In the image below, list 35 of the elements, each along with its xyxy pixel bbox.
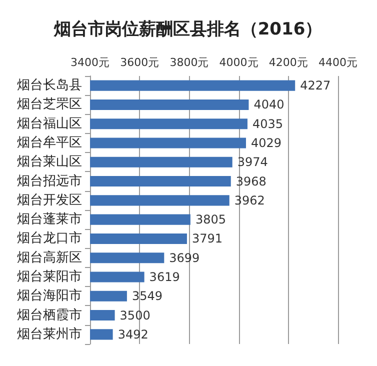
y-tick-label: 烟台龙口市 (17, 231, 82, 246)
data-label: 4040 (254, 98, 284, 112)
data-label: 3791 (192, 232, 223, 246)
data-label: 3805 (195, 212, 226, 227)
y-tick-label: 烟台莱阳市 (17, 270, 82, 284)
x-tick-label: 4400元 (318, 56, 358, 69)
x-tick-label: 3800元 (170, 56, 209, 69)
data-label: 3549 (132, 289, 162, 304)
chart-title: 烟台市岗位薪酬区县排名（2016） (52, 20, 322, 40)
y-tick-label: 烟台蓬莱市 (17, 212, 82, 228)
data-label: 4029 (250, 136, 282, 150)
data-label: 3699 (169, 250, 200, 265)
y-tick-label: 烟台莱州市 (17, 326, 82, 342)
x-tick-label: 4000元 (219, 56, 258, 69)
data-label: 3962 (234, 193, 265, 208)
y-tick-label: 烟台高新区 (17, 249, 82, 266)
x-tick-label: 3600元 (120, 56, 160, 69)
y-tick-label: 烟台海阳市 (17, 288, 82, 304)
y-tick-label: 烟台开发区 (17, 192, 82, 208)
y-tick-label: 烟台牟平区 (17, 136, 82, 150)
data-label: 3974 (237, 155, 268, 170)
y-tick-label: 烟台莱山区 (17, 154, 82, 170)
y-tick-label: 烟台福山区 (17, 116, 82, 132)
y-tick-label: 烟台招远市 (17, 174, 82, 189)
x-tick-label: 3400元 (70, 56, 110, 69)
y-tick-label: 烟台长岛县 (17, 78, 82, 94)
data-label: 3968 (236, 174, 266, 188)
y-tick-label: 烟台栖霞市 (17, 308, 82, 323)
data-label: 3500 (120, 308, 150, 322)
x-tick-label: 4200元 (268, 56, 308, 69)
data-label: 4227 (300, 78, 331, 93)
data-label: 4035 (252, 116, 284, 131)
data-label: 3619 (149, 270, 180, 284)
data-label: 3492 (118, 327, 148, 342)
y-tick-label: 烟台芝罘区 (17, 97, 82, 112)
